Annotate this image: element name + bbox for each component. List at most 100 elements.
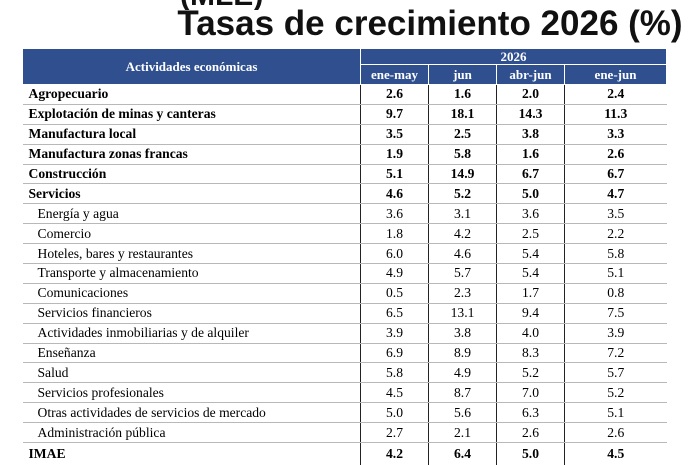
activity-name-cell: Manufactura local [23,124,361,144]
growth-value-cell: 2.0 [497,85,565,105]
growth-value-cell: 2.4 [565,85,667,105]
activity-name-cell: Transporte y almacenamiento [23,264,361,284]
activity-name-cell: Enseñanza [23,343,361,363]
activity-name-cell: Servicios profesionales [23,383,361,403]
growth-value-cell: 7.0 [497,383,565,403]
activity-name-cell: Hoteles, bares y restaurantes [23,244,361,264]
growth-value-cell: 5.8 [429,144,497,164]
growth-value-cell: 4.5 [565,443,667,465]
growth-value-cell: 6.4 [429,443,497,465]
growth-value-cell: 7.5 [565,303,667,323]
activity-name-cell: Actividades inmobiliarias y de alquiler [23,323,361,343]
growth-value-cell: 6.5 [361,303,429,323]
growth-value-cell: 5.6 [429,403,497,423]
growth-value-cell: 6.3 [497,403,565,423]
growth-value-cell: 4.6 [361,184,429,204]
growth-value-cell: 9.4 [497,303,565,323]
growth-value-cell: 18.1 [429,104,497,124]
growth-value-cell: 1.8 [361,224,429,244]
growth-value-cell: 0.8 [565,283,667,303]
growth-value-cell: 13.1 [429,303,497,323]
table-header: Actividades económicas 2026 ene-may jun … [23,49,667,85]
activity-name-cell: Administración pública [23,423,361,443]
growth-value-cell: 5.1 [361,164,429,184]
growth-value-cell: 5.0 [497,443,565,465]
growth-value-cell: 0.5 [361,283,429,303]
growth-value-cell: 1.6 [497,144,565,164]
growth-value-cell: 2.2 [565,224,667,244]
growth-value-cell: 5.2 [497,363,565,383]
growth-value-cell: 4.5 [361,383,429,403]
activity-name-cell: Servicios [23,184,361,204]
growth-value-cell: 5.4 [497,264,565,284]
growth-value-cell: 7.2 [565,343,667,363]
period-header: ene-jun [565,65,667,85]
growth-value-cell: 8.9 [429,343,497,363]
activity-name-cell: Manufactura zonas francas [23,144,361,164]
growth-value-cell: 1.9 [361,144,429,164]
year-group-header: 2026 [361,49,667,65]
growth-value-cell: 8.7 [429,383,497,403]
growth-value-cell: 3.9 [361,323,429,343]
activity-name-cell: Agropecuario [23,85,361,105]
activity-name-cell: Servicios financieros [23,303,361,323]
growth-value-cell: 5.8 [565,244,667,264]
growth-value-cell: 5.2 [429,184,497,204]
growth-value-cell: 4.6 [429,244,497,264]
period-header: jun [429,65,497,85]
growth-value-cell: 2.6 [565,423,667,443]
period-header: ene-may [361,65,429,85]
growth-value-cell: 5.7 [565,363,667,383]
growth-value-cell: 4.0 [497,323,565,343]
slide-title: Tasas de crecimiento 2026 (%) [0,3,700,45]
growth-value-cell: 2.1 [429,423,497,443]
growth-value-cell: 5.1 [565,264,667,284]
growth-value-cell: 2.5 [429,124,497,144]
activity-name-cell: Otras actividades de servicios de mercad… [23,403,361,423]
growth-value-cell: 5.4 [497,244,565,264]
activity-name-cell: Construcción [23,164,361,184]
growth-value-cell: 5.1 [565,403,667,423]
growth-value-cell: 3.6 [497,204,565,224]
growth-value-cell: 3.1 [429,204,497,224]
activities-column-header: Actividades económicas [23,49,361,85]
activity-name-cell: Comercio [23,224,361,244]
growth-value-cell: 6.9 [361,343,429,363]
growth-value-cell: 6.7 [497,164,565,184]
growth-value-cell: 3.5 [361,124,429,144]
growth-value-cell: 3.6 [361,204,429,224]
growth-value-cell: 6.7 [565,164,667,184]
growth-value-cell: 2.6 [497,423,565,443]
growth-value-cell: 2.5 [497,224,565,244]
growth-value-cell: 4.2 [429,224,497,244]
growth-value-cell: 2.6 [361,85,429,105]
activity-name-cell: Explotación de minas y canteras [23,104,361,124]
growth-value-cell: 3.8 [497,124,565,144]
growth-value-cell: 4.2 [361,443,429,465]
growth-value-cell: 6.0 [361,244,429,264]
growth-value-cell: 8.3 [497,343,565,363]
growth-value-cell: 5.8 [361,363,429,383]
growth-value-cell: 14.3 [497,104,565,124]
growth-value-cell: 5.0 [497,184,565,204]
growth-value-cell: 5.0 [361,403,429,423]
growth-value-cell: 1.7 [497,283,565,303]
growth-value-cell: 3.3 [565,124,667,144]
growth-value-cell: 5.2 [565,383,667,403]
